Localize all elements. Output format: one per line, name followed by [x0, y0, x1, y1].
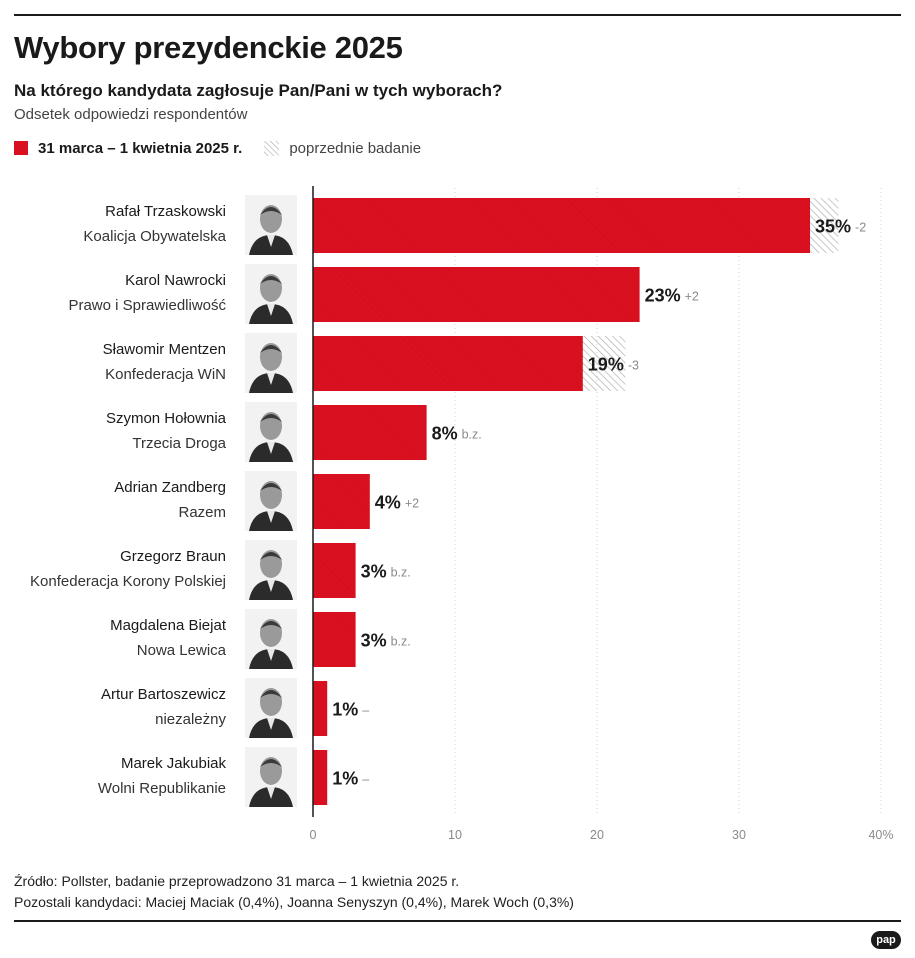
- candidate-portrait: [245, 402, 297, 462]
- change-label: -3: [628, 359, 639, 373]
- candidate-party: Koalicja Obywatelska: [83, 228, 226, 245]
- candidate-portrait: [245, 195, 297, 255]
- candidate-party: Konfederacja Korony Polskiej: [30, 573, 226, 590]
- candidate-party: Razem: [178, 504, 226, 521]
- bar-chart: 0 10 20 30 40% 35% -2 Rafał Trzaskowski Koalicja…: [30, 186, 894, 842]
- current-bar-texture: [313, 612, 356, 667]
- legend-current-swatch: [14, 141, 28, 155]
- candidate-name: Szymon Hołownia: [106, 410, 227, 427]
- value-label: 1%: [332, 769, 358, 789]
- candidate-name: Rafał Trzaskowski: [105, 203, 226, 220]
- candidate-name: Magdalena Biejat: [110, 617, 227, 634]
- value-label: 35%: [815, 217, 851, 237]
- x-tick-label: 0: [310, 828, 317, 842]
- candidate-party: Wolni Republikanie: [98, 780, 226, 797]
- value-label: 8%: [432, 424, 458, 444]
- change-label: b.z.: [391, 635, 411, 649]
- candidate-name: Artur Bartoszewicz: [101, 686, 226, 703]
- value-label: 3%: [361, 562, 387, 582]
- current-bar-texture: [313, 543, 356, 598]
- value-label: 23%: [645, 286, 681, 306]
- candidate-portrait: [245, 678, 297, 738]
- chart-title: Wybory prezydenckie 2025: [14, 30, 403, 65]
- candidate-portrait: [245, 471, 297, 531]
- x-tick-label: 30: [732, 828, 746, 842]
- candidate-name: Marek Jakubiak: [121, 755, 227, 772]
- candidate-portrait: [245, 747, 297, 807]
- x-tick-label: 20: [590, 828, 604, 842]
- candidate-name: Grzegorz Braun: [120, 548, 226, 565]
- chart-subtitle: Na którego kandydata zagłosuje Pan/Pani …: [14, 81, 503, 100]
- legend-previous-swatch: [264, 140, 280, 156]
- candidate-name: Adrian Zandberg: [114, 479, 226, 496]
- source-note: Źródło: Pollster, badanie przeprowadzono…: [14, 873, 460, 889]
- value-label: 19%: [588, 355, 624, 375]
- candidate-name: Karol Nawrocki: [125, 272, 226, 289]
- current-bar-texture: [313, 750, 328, 805]
- candidate-party: niezależny: [155, 711, 226, 728]
- candidate-party: Konfederacja WiN: [105, 366, 226, 383]
- current-bar-texture: [313, 336, 583, 391]
- legend-previous-label: poprzednie badanie: [289, 139, 422, 157]
- candidate-name: Sławomir Mentzen: [103, 341, 226, 358]
- x-tick-label: 40%: [868, 828, 893, 842]
- candidate-portrait: [245, 540, 297, 600]
- value-label: 3%: [361, 631, 387, 651]
- pap-logo: pap: [871, 931, 901, 949]
- value-label: 1%: [332, 700, 358, 720]
- x-tick-label: 10: [448, 828, 462, 842]
- current-bar-texture: [313, 681, 328, 736]
- candidate-party: Nowa Lewica: [137, 642, 227, 659]
- current-bar-texture: [313, 267, 640, 322]
- current-bar-texture: [313, 405, 427, 460]
- change-label: b.z.: [391, 566, 411, 580]
- legend: 31 marca – 1 kwietnia 2025 r. poprzednie…: [14, 138, 421, 158]
- candidate-party: Prawo i Sprawiedliwość: [68, 297, 226, 314]
- change-label: –: [362, 704, 369, 718]
- change-label: –: [362, 773, 369, 787]
- change-label: +2: [685, 290, 699, 304]
- current-bar-texture: [313, 198, 810, 253]
- change-label: b.z.: [462, 428, 482, 442]
- top-rule: [14, 14, 901, 16]
- value-label: 4%: [375, 493, 401, 513]
- other-candidates-note: Pozostali kandydaci: Maciej Maciak (0,4%…: [14, 894, 574, 910]
- candidate-portrait: [245, 264, 297, 324]
- unit-note: Odsetek odpowiedzi respondentów: [14, 106, 248, 123]
- legend-current-label: 31 marca – 1 kwietnia 2025 r.: [38, 139, 243, 157]
- change-label: -2: [855, 221, 866, 235]
- bottom-rule: [14, 920, 901, 922]
- candidate-portrait: [245, 333, 297, 393]
- candidate-portrait: [245, 609, 297, 669]
- candidate-party: Trzecia Droga: [132, 435, 226, 452]
- current-bar-texture: [313, 474, 370, 529]
- change-label: +2: [405, 497, 419, 511]
